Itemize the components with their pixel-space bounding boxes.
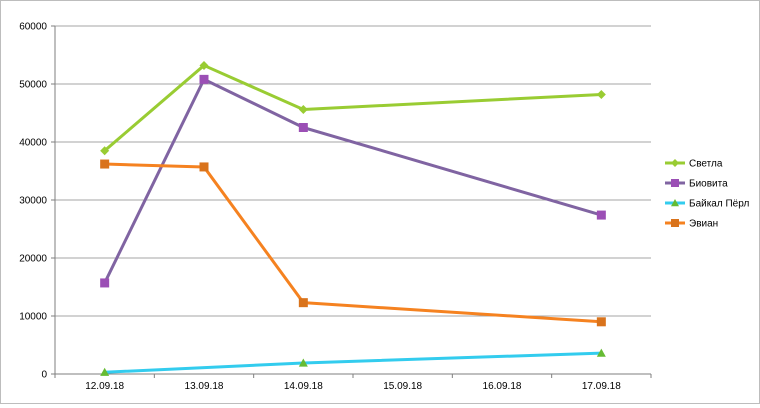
legend-label: Биовита	[689, 179, 728, 190]
data-point	[100, 159, 110, 169]
data-point	[671, 199, 679, 207]
y-tick-label: 0	[41, 370, 47, 381]
data-point	[100, 367, 110, 376]
y-tick-label: 10000	[19, 312, 47, 323]
y-tick-label: 60000	[19, 22, 47, 33]
data-point	[671, 219, 679, 227]
data-point	[671, 179, 679, 187]
y-axis-ticks: 0 10000 20000 30000 40000 50000 60000	[19, 22, 55, 381]
x-tick-label: 17.09.18	[582, 381, 621, 392]
legend-item: Эвиан	[665, 219, 718, 230]
series-group	[100, 60, 606, 376]
series-line	[104, 351, 602, 374]
data-point	[298, 123, 308, 132]
y-tick-label: 40000	[19, 138, 47, 149]
data-point	[199, 60, 209, 70]
y-tick-label: 50000	[19, 80, 47, 91]
data-point	[199, 162, 209, 172]
data-point	[100, 146, 110, 156]
data-point	[671, 159, 679, 167]
y-tick-label: 20000	[19, 254, 47, 265]
series-Эвиан	[100, 159, 606, 327]
x-axis-ticks: 12.09.18 13.09.18 14.09.18 15.09.18 16.09.18…	[54, 374, 652, 392]
x-tick-label: 16.09.18	[483, 381, 522, 392]
data-point	[596, 348, 606, 357]
legend-item: Байкал Пёрл	[665, 199, 749, 210]
y-tick-label: 30000	[19, 196, 47, 207]
data-point	[596, 317, 606, 327]
data-point	[298, 298, 308, 308]
data-point	[100, 278, 110, 288]
data-point	[596, 210, 606, 220]
series-line	[104, 162, 602, 324]
x-tick-label: 15.09.18	[383, 381, 422, 392]
x-tick-label: 13.09.18	[185, 381, 224, 392]
data-point	[199, 74, 209, 84]
legend: Светла Биовита Байкал Пёрл Эвиан	[665, 159, 749, 230]
x-tick-label: 14.09.18	[284, 381, 323, 392]
series-line	[103, 77, 602, 284]
series-Биовита	[100, 74, 606, 288]
legend-item: Светла	[665, 159, 723, 170]
data-point	[596, 89, 606, 99]
grid-lines	[55, 25, 651, 317]
series-Светла	[100, 60, 606, 156]
legend-label: Байкал Пёрл	[689, 199, 749, 210]
x-tick-label: 12.09.18	[85, 381, 124, 392]
data-point	[298, 358, 308, 367]
data-point	[298, 105, 308, 115]
series-line	[103, 63, 602, 152]
legend-label: Светла	[689, 159, 723, 170]
series-Байкал Пёрл	[100, 348, 606, 376]
legend-item: Биовита	[665, 179, 728, 190]
legend-label: Эвиан	[689, 219, 718, 230]
